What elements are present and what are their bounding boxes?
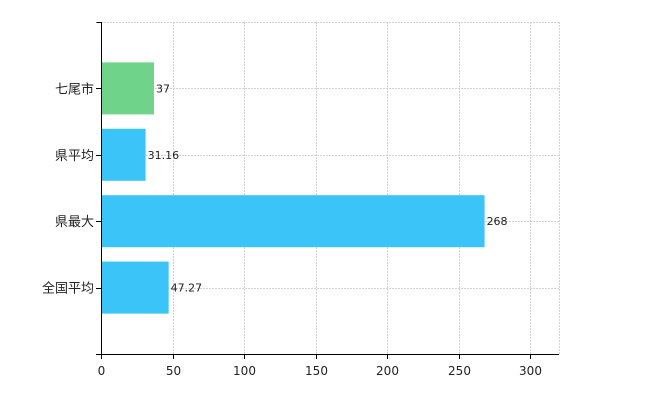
x-tick-label: 250 [448, 364, 471, 378]
bar-layer [101, 62, 485, 314]
x-tick-label: 300 [519, 364, 542, 378]
axis-layer [96, 22, 559, 359]
x-tick-label: 50 [166, 364, 181, 378]
x-tick-label: 0 [98, 364, 106, 378]
x-tick-label: 150 [305, 364, 328, 378]
label-layer: 37 七尾市 31.16 県平均 268 県最大 47.27 全国平均 0 50 100 150 200… [42, 81, 542, 378]
category-label: 七尾市 [55, 81, 94, 97]
bar [101, 195, 485, 248]
bar [101, 128, 146, 181]
bar [101, 261, 169, 314]
x-tick-label: 100 [233, 364, 256, 378]
category-label: 全国平均 [42, 281, 94, 297]
x-tick-label: 200 [376, 364, 399, 378]
data-label: 31.16 [148, 149, 180, 162]
grid-layer [101, 22, 560, 354]
data-label: 47.27 [171, 282, 203, 295]
category-label: 県最大 [55, 215, 94, 230]
data-label: 268 [487, 215, 508, 228]
data-label: 37 [156, 82, 170, 95]
category-label: 県平均 [55, 149, 94, 164]
bar [101, 62, 154, 115]
